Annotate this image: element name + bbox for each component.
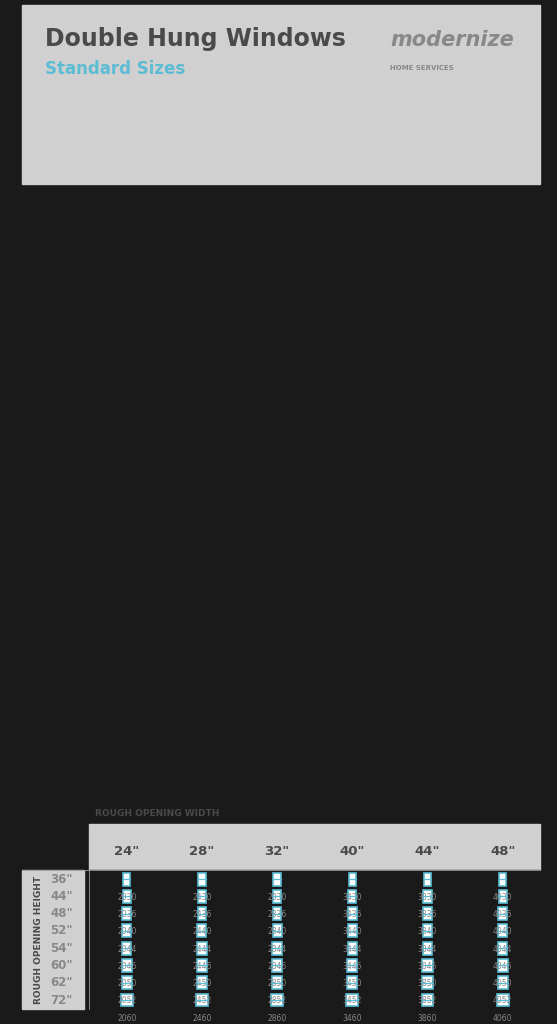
Text: 2052: 2052 [117,996,136,1006]
Text: 3446: 3446 [343,962,362,971]
Text: 40": 40" [340,846,365,858]
Text: 4060: 4060 [493,1014,512,1023]
Text: 2436: 2436 [192,910,212,919]
Text: 2036: 2036 [117,910,136,919]
Text: 24": 24" [114,846,139,858]
Text: 2444: 2444 [192,944,212,953]
Text: 2852: 2852 [267,996,287,1006]
Text: 2460: 2460 [192,1014,212,1023]
Text: 3436: 3436 [343,910,362,919]
Text: 3440: 3440 [343,928,362,936]
Text: 2430: 2430 [192,893,212,902]
Text: Standard Sizes: Standard Sizes [45,59,185,78]
Text: 2030: 2030 [117,893,136,902]
Text: 3836: 3836 [418,910,437,919]
Text: 2844: 2844 [267,944,287,953]
Text: 3846: 3846 [418,962,437,971]
Text: 44": 44" [50,890,72,903]
Text: 2830: 2830 [267,893,287,902]
Text: 3444: 3444 [343,944,362,953]
Text: 3850: 3850 [418,979,437,988]
Text: 3840: 3840 [418,928,437,936]
Text: 28": 28" [189,846,214,858]
Text: 48": 48" [50,907,72,921]
Text: 4044: 4044 [493,944,512,953]
Text: 2450: 2450 [192,979,212,988]
Text: modernize: modernize [390,30,514,50]
Text: 72": 72" [50,993,72,1007]
Text: 3430: 3430 [343,893,362,902]
Text: 2044: 2044 [117,944,136,953]
Text: 4036: 4036 [493,910,512,919]
Text: 36": 36" [50,872,72,886]
Text: 2440: 2440 [192,928,212,936]
Text: 3860: 3860 [418,1014,437,1023]
Text: 2452: 2452 [192,996,212,1006]
Text: 52": 52" [50,925,72,937]
Text: 2836: 2836 [267,910,287,919]
Text: 48": 48" [490,846,515,858]
Text: 54": 54" [50,942,72,954]
Text: 4046: 4046 [493,962,512,971]
Text: 2040: 2040 [117,928,136,936]
Text: 2840: 2840 [267,928,287,936]
Text: 60": 60" [50,958,72,972]
Text: 2050: 2050 [117,979,136,988]
Text: 2446: 2446 [192,962,212,971]
Text: HOME SERVICES: HOME SERVICES [390,65,453,71]
Text: 3844: 3844 [418,944,437,953]
Text: ROUGH OPENING HEIGHT: ROUGH OPENING HEIGHT [35,876,43,1004]
Text: 4040: 4040 [493,928,512,936]
Text: 2860: 2860 [267,1014,287,1023]
Text: 44": 44" [415,846,440,858]
Text: 2850: 2850 [267,979,287,988]
Text: 3452: 3452 [343,996,362,1006]
Text: Double Hung Windows: Double Hung Windows [45,27,345,51]
Text: ROUGH OPENING WIDTH: ROUGH OPENING WIDTH [95,809,219,818]
Text: 4030: 4030 [493,893,512,902]
Text: 2046: 2046 [117,962,136,971]
Text: 2846: 2846 [267,962,287,971]
Text: 62": 62" [50,976,72,989]
Text: 32": 32" [265,846,290,858]
Text: 3852: 3852 [418,996,437,1006]
Text: 3830: 3830 [418,893,437,902]
Text: 4050: 4050 [493,979,512,988]
Text: 3450: 3450 [343,979,362,988]
Text: 2060: 2060 [117,1014,136,1023]
Text: 3460: 3460 [343,1014,362,1023]
Text: 4052: 4052 [493,996,512,1006]
